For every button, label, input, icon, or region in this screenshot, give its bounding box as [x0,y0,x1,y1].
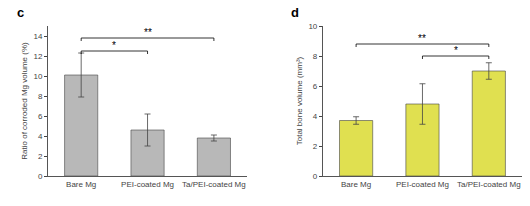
svg-text:PEI-coated Mg: PEI-coated Mg [121,180,174,189]
svg-text:14: 14 [33,32,42,41]
svg-text:*: * [454,45,458,56]
svg-text:0: 0 [313,172,318,181]
svg-text:4: 4 [38,132,43,141]
svg-text:10: 10 [308,22,317,31]
svg-text:*: * [112,40,116,51]
svg-text:Bare Mg: Bare Mg [66,180,96,189]
svg-text:6: 6 [38,112,43,121]
svg-text:Bare Mg: Bare Mg [341,180,371,189]
svg-text:**: ** [144,27,152,38]
svg-text:8: 8 [313,52,318,61]
svg-text:2: 2 [313,142,318,151]
svg-text:10: 10 [33,72,42,81]
svg-text:Ta/PEI-coated Mg: Ta/PEI-coated Mg [182,180,246,189]
svg-text:**: ** [418,33,426,44]
svg-text:2: 2 [38,152,43,161]
svg-text:0: 0 [38,172,43,181]
svg-text:8: 8 [38,92,43,101]
svg-text:c: c [17,5,24,20]
svg-text:12: 12 [33,52,42,61]
svg-text:4: 4 [313,112,318,121]
svg-text:Ratio of corroded Mg volume (%: Ratio of corroded Mg volume (%) [20,42,29,160]
svg-text:Ta/PEI-coated Mg: Ta/PEI-coated Mg [457,180,521,189]
svg-text:Total bone volume (mm³): Total bone volume (mm³) [295,56,304,145]
svg-text:d: d [291,5,299,20]
svg-text:PEI-coated Mg: PEI-coated Mg [396,180,449,189]
svg-text:6: 6 [313,82,318,91]
